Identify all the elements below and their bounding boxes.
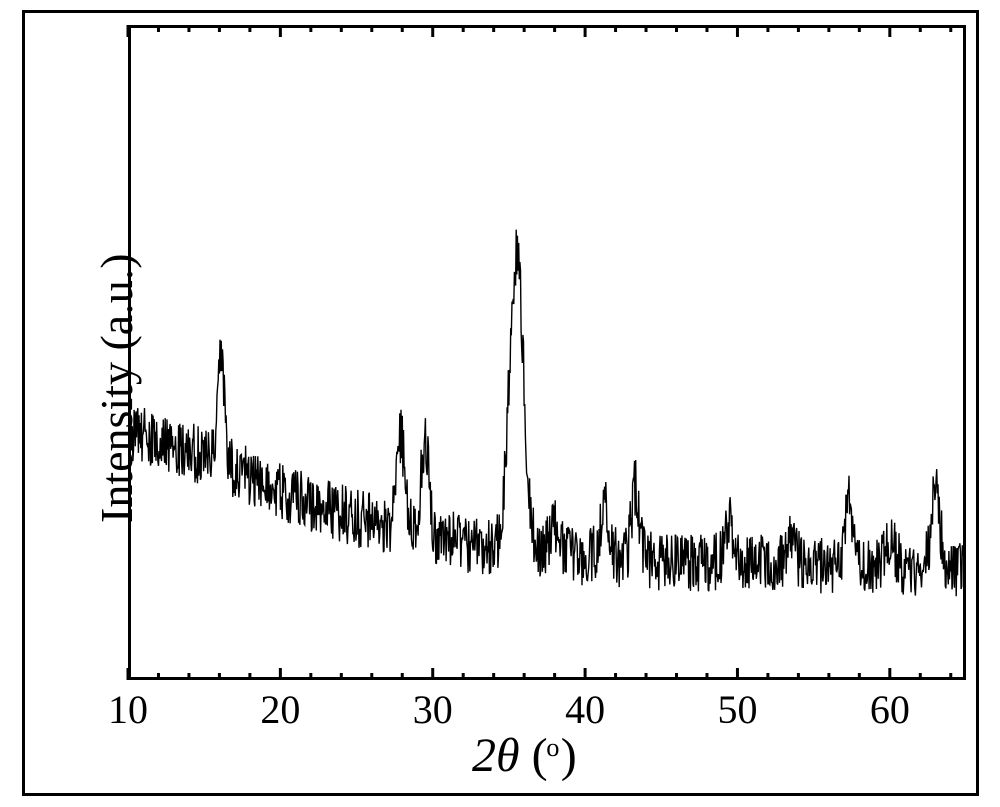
x-axis-label-symbol: 2θ: [472, 729, 520, 782]
x-tick-label: 50: [697, 686, 777, 733]
x-tick-label: 20: [240, 686, 320, 733]
x-axis-label-close: ): [561, 729, 577, 782]
x-ticks: [128, 25, 951, 680]
x-axis-label-unit: o: [546, 732, 559, 762]
xrd-figure: 10 20 30 40 50 60 Intensity (a.u.) 2θ (o): [0, 0, 1000, 807]
x-tick-label: 40: [545, 686, 625, 733]
xrd-pattern-line: [128, 230, 966, 597]
x-tick-label: 30: [393, 686, 473, 733]
y-axis-label: Intensity (a.u.): [90, 253, 143, 523]
x-axis-label-space: [520, 729, 532, 782]
x-tick-label: 60: [850, 686, 930, 733]
x-tick-label: 10: [88, 686, 168, 733]
x-axis-label: 2θ (o): [472, 728, 577, 783]
